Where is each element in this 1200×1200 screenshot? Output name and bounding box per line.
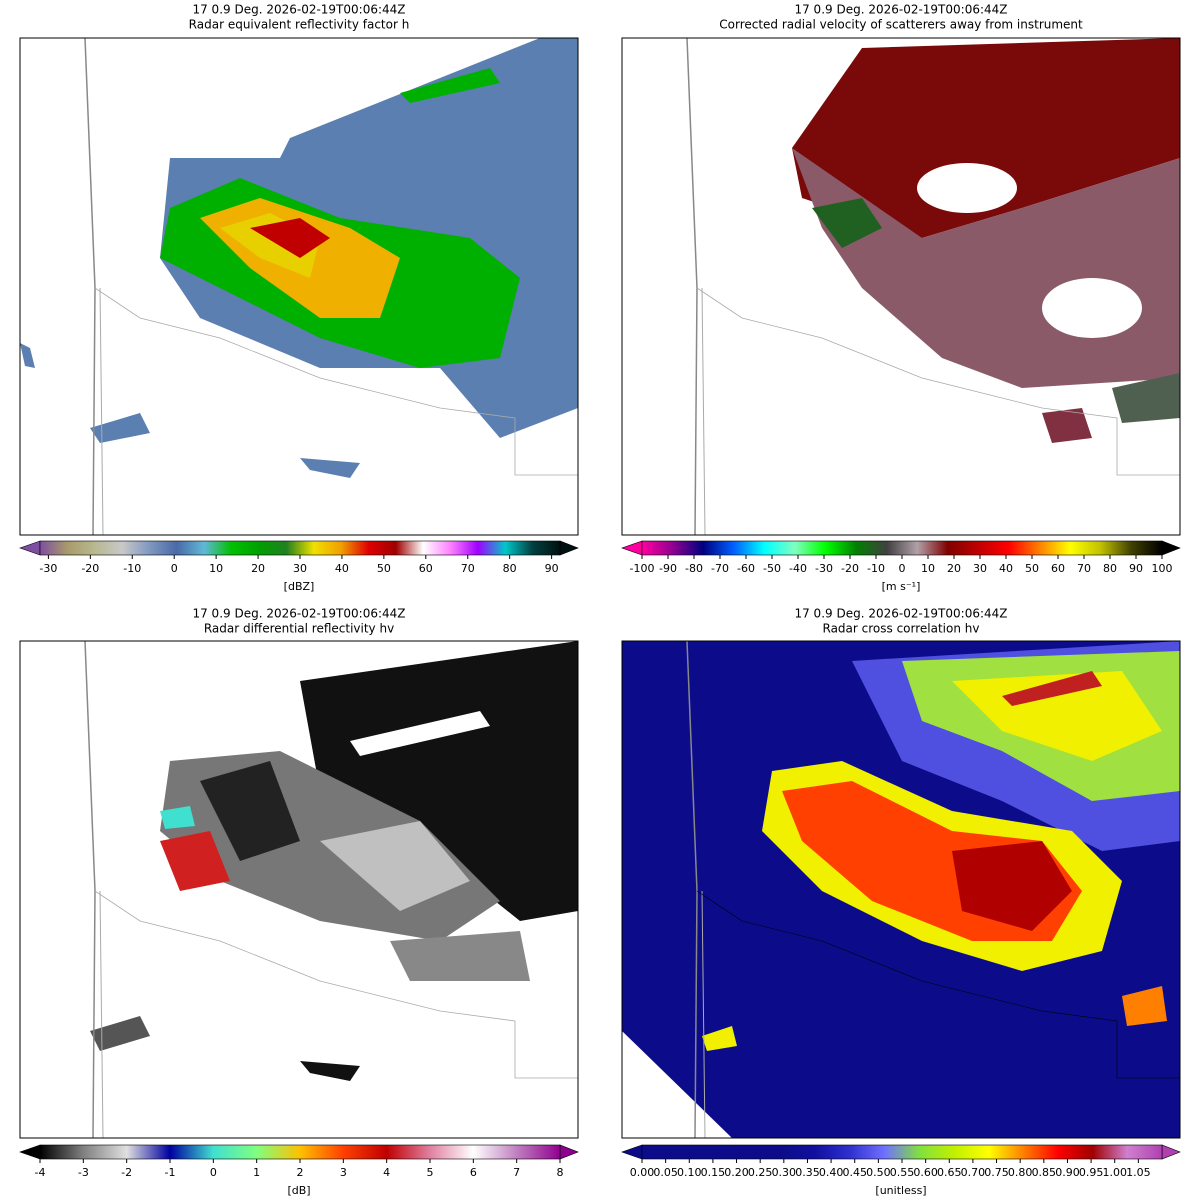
colorbar-tick-label: 70 <box>461 562 475 575</box>
colorbar-tick-label: 0.35 <box>795 1166 820 1179</box>
radar-image <box>621 640 1181 1139</box>
colorbar <box>641 1144 1163 1160</box>
chart-subtitle: Radar cross correlation hv <box>823 622 980 636</box>
colorbar-tick-label: 1.00 <box>1102 1166 1127 1179</box>
colorbar-tick-label: -30 <box>815 562 833 575</box>
colorbar-tick-label: 0.45 <box>842 1166 867 1179</box>
radar-image <box>621 37 1181 536</box>
colorbar-tick-label: -80 <box>685 562 703 575</box>
colorbar <box>641 540 1163 556</box>
colorbar-tick-label: 60 <box>1051 562 1065 575</box>
colorbar-tick-label: 60 <box>419 562 433 575</box>
colorbar-label: [m s⁻¹] <box>882 580 921 593</box>
colorbar-tick-label: 0.75 <box>984 1166 1009 1179</box>
colorbar-tick-label: 0.55 <box>890 1166 915 1179</box>
colorbar-extend <box>559 540 579 556</box>
colorbar-tick-label: 0.10 <box>677 1166 702 1179</box>
radar-image <box>19 37 579 536</box>
colorbar-tick-label: 4 <box>383 1166 390 1179</box>
colorbar-extend <box>19 1144 41 1160</box>
chart-subtitle: Corrected radial velocity of scatterers … <box>719 18 1083 32</box>
colorbar-tick-label: 30 <box>293 562 307 575</box>
colorbar-tick-label: -10 <box>867 562 885 575</box>
colorbar-tick-label: 90 <box>1129 562 1143 575</box>
colorbar-tick-label: -50 <box>763 562 781 575</box>
colorbar-tick-label: 0 <box>171 562 178 575</box>
colorbar-tick-label: 0 <box>210 1166 217 1179</box>
colorbar-tick-label: 40 <box>999 562 1013 575</box>
colorbar <box>39 540 561 556</box>
radar-image <box>19 640 579 1139</box>
colorbar-extend <box>621 1144 643 1160</box>
colorbar-tick-label: 0.70 <box>961 1166 986 1179</box>
colorbar-tick-label: 80 <box>503 562 517 575</box>
colorbar-tick-label: 50 <box>377 562 391 575</box>
colorbar-tick-label: 0.95 <box>1079 1166 1104 1179</box>
colorbar-extend <box>621 540 643 556</box>
colorbar-tick-label: 0.65 <box>937 1166 962 1179</box>
colorbar-tick-label: -90 <box>659 562 677 575</box>
colorbar-extend <box>19 540 41 556</box>
colorbar-tick-label: 0.80 <box>1008 1166 1033 1179</box>
colorbar-tick-label: 2 <box>297 1166 304 1179</box>
colorbar-tick-label: -4 <box>35 1166 46 1179</box>
colorbar-tick-label: 0.60 <box>913 1166 938 1179</box>
colorbar-extend <box>559 1144 579 1160</box>
colorbar-tick-label: 0.20 <box>724 1166 749 1179</box>
colorbar-tick-label: -10 <box>123 562 141 575</box>
chart-title: 17 0.9 Deg. 2026-02-19T00:06:44Z <box>794 607 1007 621</box>
colorbar-tick-label: 0.25 <box>748 1166 773 1179</box>
colorbar-tick-label: -40 <box>789 562 807 575</box>
colorbar-extend <box>1161 1144 1181 1160</box>
chart-subtitle: Radar differential reflectivity hv <box>204 622 394 636</box>
colorbar-tick-label: 40 <box>335 562 349 575</box>
colorbar-tick-label: 10 <box>209 562 223 575</box>
colorbar-tick-label: -20 <box>81 562 99 575</box>
colorbar-tick-label: 0.30 <box>772 1166 797 1179</box>
colorbar-tick-label: 50 <box>1025 562 1039 575</box>
colorbar-tick-label: 6 <box>470 1166 477 1179</box>
colorbar-tick-label: 100 <box>1152 562 1173 575</box>
colorbar-tick-label: -30 <box>39 562 57 575</box>
colorbar-tick-label: 3 <box>340 1166 347 1179</box>
colorbar-tick-label: 0.00 <box>630 1166 655 1179</box>
colorbar-tick-label: -20 <box>841 562 859 575</box>
colorbar-tick-label: -70 <box>711 562 729 575</box>
colorbar-tick-label: 30 <box>973 562 987 575</box>
colorbar-tick-label: 10 <box>921 562 935 575</box>
colorbar-tick-label: -100 <box>630 562 655 575</box>
colorbar-tick-label: 0.90 <box>1055 1166 1080 1179</box>
colorbar-tick-label: 0.50 <box>866 1166 891 1179</box>
colorbar-tick-label: 70 <box>1077 562 1091 575</box>
colorbar-tick-label: 1 <box>253 1166 260 1179</box>
colorbar-tick-label: 90 <box>545 562 559 575</box>
colorbar-tick-label: 5 <box>427 1166 434 1179</box>
chart-title: 17 0.9 Deg. 2026-02-19T00:06:44Z <box>192 3 405 17</box>
colorbar-tick-label: 0.15 <box>701 1166 726 1179</box>
colorbar-tick-label: 0.85 <box>1032 1166 1057 1179</box>
colorbar-tick-label: 20 <box>947 562 961 575</box>
colorbar-tick-label: 1.05 <box>1126 1166 1151 1179</box>
colorbar-tick-label: 0.05 <box>653 1166 678 1179</box>
colorbar-tick-label: 7 <box>513 1166 520 1179</box>
colorbar-tick-label: -2 <box>121 1166 132 1179</box>
colorbar-tick-label: 80 <box>1103 562 1117 575</box>
colorbar-tick-label: 0 <box>899 562 906 575</box>
colorbar-tick-label: -3 <box>78 1166 89 1179</box>
colorbar-extend <box>1161 540 1181 556</box>
colorbar-tick-label: 20 <box>251 562 265 575</box>
chart-title: 17 0.9 Deg. 2026-02-19T00:06:44Z <box>192 607 405 621</box>
colorbar-tick-label: -1 <box>165 1166 176 1179</box>
colorbar <box>39 1144 561 1160</box>
colorbar-label: [dBZ] <box>284 580 315 593</box>
chart-title: 17 0.9 Deg. 2026-02-19T00:06:44Z <box>794 3 1007 17</box>
chart-subtitle: Radar equivalent reflectivity factor h <box>189 18 410 32</box>
colorbar-label: [unitless] <box>875 1184 926 1197</box>
colorbar-tick-label: -60 <box>737 562 755 575</box>
colorbar-tick-label: 0.40 <box>819 1166 844 1179</box>
colorbar-tick-label: 8 <box>557 1166 564 1179</box>
colorbar-label: [dB] <box>287 1184 310 1197</box>
